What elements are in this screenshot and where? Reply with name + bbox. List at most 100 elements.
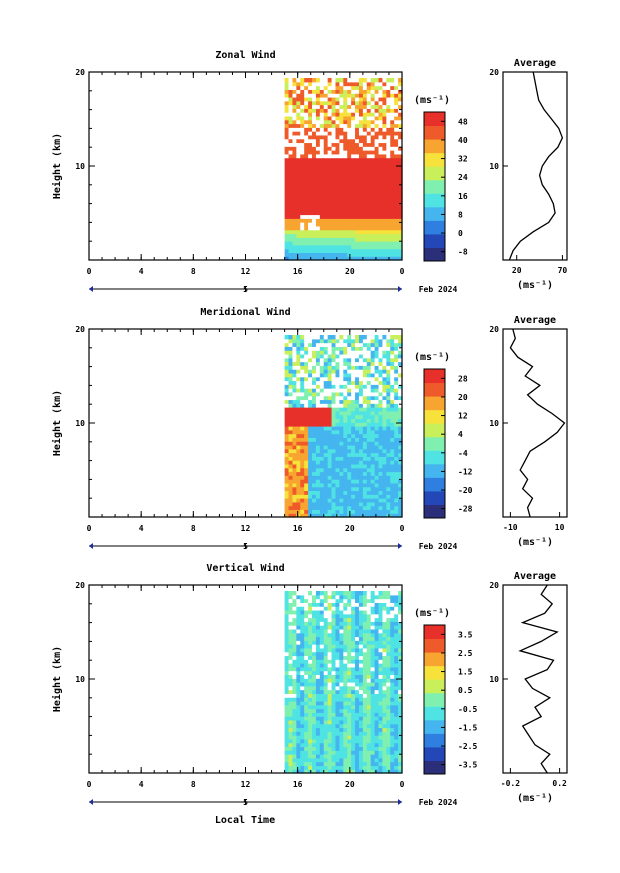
heatmap-cell [343,685,348,691]
heatmap-cell [296,229,301,235]
heatmap-cell [304,169,309,174]
heatmap-cell [351,418,356,423]
heatmap-cell [398,509,403,514]
heatmap-cell [386,644,391,649]
heatmap-cell [323,625,329,630]
heatmap-cell [339,252,344,257]
heatmap-cell [374,350,380,355]
heatmap-cell [351,640,356,645]
heatmap-cell [319,513,325,518]
heatmap-cell [386,647,391,653]
heatmap-cell [331,628,337,634]
heatmap-cell [339,723,344,729]
heatmap-cell [300,104,305,109]
heatmap-cell [370,621,376,626]
heatmap-cell [370,150,376,155]
heatmap-cell [288,761,294,767]
heatmap-cell [339,195,344,200]
heatmap-cell [394,395,399,401]
heatmap-cell [323,731,329,736]
heatmap-cell [288,157,294,163]
heatmap-cell [390,361,395,366]
heatmap-cell [312,761,317,767]
heatmap-cell [296,689,301,694]
heatmap-cell [362,598,368,603]
heatmap-cell [378,203,384,208]
heatmap-cell [327,153,333,159]
heatmap-cell [343,716,348,721]
heatmap-cell [398,456,403,461]
heatmap-cell [390,738,395,744]
heatmap-cell [398,719,403,725]
heatmap-cell [331,153,337,159]
heatmap-cell [343,452,348,457]
heatmap-cell [315,505,321,511]
heatmap-cell [370,104,376,109]
heatmap-cell [315,452,321,457]
heatmap-cell [335,731,340,736]
heatmap-cell [378,444,384,450]
heatmap-cell [351,210,356,216]
heatmap-cell [335,636,340,641]
heatmap-cell [323,248,329,254]
heatmap-cell [370,225,376,231]
heatmap-cell [366,85,372,90]
heatmap-cell [378,719,384,725]
heatmap-cell [390,670,395,676]
heatmap-cell [308,184,313,189]
heatmap-cell [300,376,305,382]
heatmap-cell [327,119,333,125]
colorbar-tick-label: 20 [458,393,468,402]
heatmap-cell [378,498,384,503]
heatmap-cell [304,414,309,420]
heatmap-cell [300,437,305,442]
heatmap-cell [339,346,344,351]
heatmap-cell [358,693,364,698]
heatmap-cell [390,467,395,473]
heatmap-cell [382,513,387,518]
heatmap-cell [394,490,399,495]
heatmap-cell [304,131,309,136]
heatmap-cell [386,437,391,442]
heatmap-cell [327,498,333,503]
heatmap-cell [370,376,376,382]
heatmap-cell [327,376,333,382]
heatmap-cell [355,414,360,420]
heatmap-cell [355,482,360,488]
colorbar-tick-label: 32 [458,155,468,164]
heatmap-cell [366,96,372,102]
heatmap-cell [304,108,309,113]
heatmap-cell [319,131,325,136]
heatmap-cell [284,746,290,751]
heatmap-cell [398,754,403,759]
heatmap-cell [331,606,337,611]
heatmap-cell [323,448,329,454]
heatmap-cell [292,738,297,744]
heatmap-cell [296,636,301,641]
heatmap-cell [347,241,352,246]
heatmap-cell [366,150,372,155]
heatmap-cell [347,689,352,694]
heatmap-cell [296,357,301,363]
heatmap-cell [327,463,333,469]
heatmap-cell [362,414,368,420]
heatmap-cell [284,256,290,261]
heatmap-cell [343,429,348,435]
heatmap-cell [319,422,325,427]
heatmap-cell [390,410,395,416]
heatmap-cell [312,479,317,484]
heatmap-cell [362,380,368,385]
heatmap-cell [382,731,387,736]
heatmap-cell [339,376,344,382]
heatmap-cell [304,372,309,378]
heatmap-cell [327,418,333,423]
heatmap-cell [319,157,325,163]
heatmap-cell [292,127,297,132]
heatmap-cell [366,651,372,657]
heatmap-cell [319,346,325,351]
heatmap-cell [378,628,384,634]
heatmap-cell [351,486,356,492]
heatmap-cell [382,165,387,170]
heatmap-cell [386,199,391,204]
heatmap-cell [382,765,387,770]
